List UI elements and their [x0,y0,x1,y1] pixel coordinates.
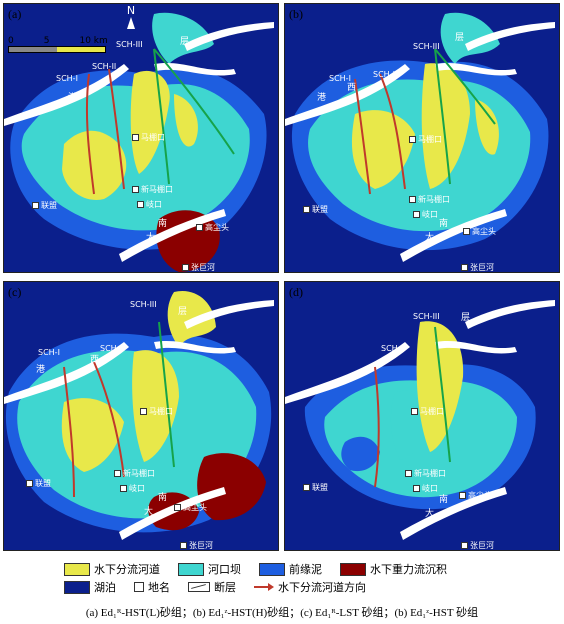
scale-tick-10: 10 km [79,36,108,46]
fault-label-xi: 西 [347,83,357,93]
map-panel-d: (d) SCH-II SCH-III 南 大 层 马棚口 新马棚口 岐口 联盟 … [284,281,560,551]
map-b-svg [285,4,559,272]
place-qikou: 岐口 [413,209,438,220]
fault-label-nan: 南 [439,495,449,505]
legend-place: 地名 [134,579,170,595]
fault-label-xi: 西 [90,355,100,365]
map-panel-c: (c) SCH-I SCH-II SCH-III 港 西 南 大 层 马棚口 新… [3,281,279,551]
channel-label-sch-2: SCH-II [100,344,125,353]
legend-flow-direction: 水下分流河道方向 [254,579,366,595]
channel-label-sch-1: SCH-I [56,74,78,83]
channel-label-sch-3: SCH-III [413,42,440,51]
place-mapengkou: 马棚口 [409,134,442,145]
place-square-icon [134,582,144,592]
channel-label-sch-1: SCH-I [38,348,60,357]
place-xinmapengkou: 新马棚口 [114,468,155,479]
channel-label-sch-3: SCH-III [130,300,157,309]
place-lianmeng: 联盟 [26,478,51,489]
fault-label-gang: 港 [68,93,78,103]
legend-channel: 水下分流河道 [64,561,160,577]
legend-fault: 断层 [188,579,236,595]
fault-label-ceng: 层 [461,313,471,323]
channel-label-sch-1: SCH-I [329,74,351,83]
channel-label-sch-2: SCH-II [373,70,398,79]
legend-lake: 湖泊 [64,579,116,595]
channel-label-sch-3: SCH-III [116,40,143,49]
fault-label-gang: 港 [36,365,46,375]
channel-label-sch-3: SCH-III [413,312,440,321]
fault-label-gang: 港 [317,93,327,103]
fault-label-nan: 南 [158,219,168,229]
place-mapengkou: 马棚口 [411,406,444,417]
map-panel-b: (b) SCH-I SCH-II SCH-III 港 西 南 大 层 马棚口 新… [284,3,560,273]
fault-label-da: 大 [146,233,156,243]
place-lianmeng: 联盟 [32,200,57,211]
place-qikou: 岐口 [137,199,162,210]
panel-label-a: (a) [8,7,22,21]
panel-label-c: (c) [8,285,22,299]
place-qikou: 岐口 [120,483,145,494]
fault-label-ceng: 层 [455,33,465,43]
place-gaochentou: 高尘头 [196,222,229,233]
map-d-svg [285,282,559,550]
place-xinmapengkou: 新马棚口 [132,184,173,195]
place-xinmapengkou: 新马棚口 [409,194,450,205]
place-mapengkou: 马棚口 [132,132,165,143]
fault-label-nan: 南 [158,493,168,503]
panel-label-b: (b) [289,7,303,21]
place-gaochentou: 高尘头 [459,490,492,501]
scale-bar: 0 5 10 km [8,36,108,53]
place-xinmapengkou: 新马棚口 [405,468,446,479]
flow-arrow-icon [254,583,274,591]
place-gaochentou: 高尘头 [174,502,207,513]
place-mapengkou: 马棚口 [140,406,173,417]
legend-mouth-bar: 河口坝 [178,561,241,577]
north-arrow: N [124,4,138,29]
legend: 水下分流河道 河口坝 前缘泥 水下重力流沉积 湖泊 地名 断层 水下分流河道方向 [64,560,544,596]
north-arrow-icon: N [126,4,136,17]
channel-label-sch-2: SCH-II [92,62,117,71]
fault-label-da: 大 [425,509,435,519]
legend-front-mud: 前缘泥 [259,561,322,577]
place-zhangjuhe: 张巨河 [461,540,494,550]
scale-tick-5: 5 [43,36,50,46]
panel-label-d: (d) [289,285,303,299]
map-c-svg [4,282,278,550]
fault-label-ceng: 层 [180,37,190,47]
place-qikou: 岐口 [413,483,438,494]
fault-label-nan: 南 [439,219,449,229]
figure-caption: (a) Ed₁ᴿ-HST(L)砂组；(b) Ed₁ᶻ-HST(H)砂组；(c) … [85,607,479,619]
legend-gravity-flow: 水下重力流沉积 [340,561,447,577]
place-lianmeng: 联盟 [303,482,328,493]
scale-tick-0: 0 [8,36,14,46]
place-zhangjuhe: 张巨河 [180,540,213,550]
fault-label-da: 大 [144,507,154,517]
place-zhangjuhe: 张巨河 [182,262,215,272]
fault-line-icon [188,582,210,592]
place-zhangjuhe: 张巨河 [461,262,494,272]
channel-label-sch-2: SCH-II [381,344,406,353]
fault-label-ceng: 层 [178,307,188,317]
place-lianmeng: 联盟 [303,204,328,215]
place-gaochentou: 高尘头 [463,226,496,237]
fault-label-da: 大 [425,233,435,243]
